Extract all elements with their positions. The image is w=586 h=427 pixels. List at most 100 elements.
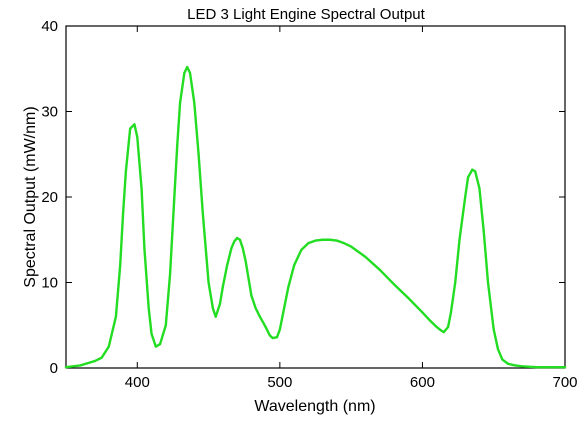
data-point: [140, 187, 143, 190]
data-point: [321, 238, 324, 241]
data-point: [364, 255, 367, 258]
data-point: [478, 187, 481, 190]
data-point: [435, 325, 438, 329]
x-tick-label-400: 400: [125, 374, 150, 391]
data-point: [254, 307, 257, 310]
data-point: [173, 195, 176, 199]
data-point: [471, 168, 474, 171]
data-point: [143, 247, 146, 250]
data-point: [250, 294, 253, 297]
data-point: [230, 247, 233, 250]
y-tick-label-40: 40: [41, 18, 58, 35]
data-point: [244, 260, 247, 263]
data-point: [147, 307, 150, 310]
data-point: [521, 365, 524, 368]
data-point: [114, 315, 117, 318]
data-point: [486, 281, 490, 284]
data-point: [278, 328, 281, 331]
data-point: [264, 325, 267, 329]
data-point: [164, 324, 167, 327]
data-point: [350, 245, 353, 248]
x-axis-title: Wavelength (nm): [254, 398, 375, 415]
data-point: [307, 242, 310, 245]
data-point: [211, 307, 214, 310]
data-point: [407, 296, 410, 299]
data-point: [328, 238, 331, 241]
x-tick-label-500: 500: [267, 374, 292, 391]
data-point: [466, 176, 470, 179]
data-point: [535, 366, 538, 369]
data-point: [474, 170, 477, 173]
data-point: [133, 123, 136, 126]
data-point: [293, 264, 296, 267]
data-point: [64, 366, 68, 369]
data-point: [482, 230, 485, 233]
data-point: [79, 364, 82, 367]
data-point: [549, 366, 552, 369]
data-point: [357, 250, 360, 253]
data-point: [226, 264, 229, 267]
data-point: [176, 144, 179, 147]
data-point: [193, 101, 196, 105]
data-point: [300, 248, 303, 252]
data-point: [100, 356, 103, 359]
chart-title: LED 3 Light Engine Spectral Output: [187, 6, 425, 23]
data-point: [214, 315, 217, 318]
data-point: [492, 328, 495, 331]
data-point: [159, 342, 162, 346]
data-point: [563, 366, 567, 369]
data-point: [454, 281, 457, 284]
data-point: [129, 127, 132, 130]
data-point: [235, 236, 239, 240]
data-point: [178, 101, 182, 105]
data-point: [197, 153, 200, 156]
data-point: [392, 283, 396, 286]
data-point: [136, 136, 139, 139]
data-point: [283, 307, 286, 310]
series-points-0: [64, 65, 567, 369]
data-point: [342, 242, 346, 245]
data-point: [421, 311, 424, 314]
x-tick-label-700: 700: [552, 374, 577, 391]
data-point: [241, 247, 244, 250]
data-point: [124, 170, 127, 173]
data-point: [446, 325, 450, 329]
data-point: [154, 345, 157, 348]
data-point: [271, 336, 274, 340]
data-point: [287, 285, 290, 288]
series-layer: [64, 65, 567, 369]
data-point: [275, 336, 279, 339]
y-tick-label-30: 30: [41, 104, 58, 121]
data-point: [378, 268, 381, 271]
data-point: [247, 277, 250, 280]
data-point: [107, 345, 110, 348]
data-point: [168, 272, 172, 276]
data-point: [207, 281, 210, 284]
data-point: [188, 71, 192, 75]
data-point: [233, 240, 236, 243]
data-point: [449, 311, 453, 314]
series-line-0: [64, 65, 567, 369]
data-point: [238, 238, 242, 241]
data-point: [183, 71, 186, 75]
data-point: [268, 334, 271, 337]
data-point: [150, 332, 153, 335]
data-point: [439, 329, 443, 332]
data-point: [186, 65, 189, 69]
data-point: [258, 315, 261, 318]
tick-labels: 400 500 600 700 0 10 20 30 40: [41, 18, 577, 391]
data-point: [428, 319, 431, 322]
data-point: [201, 213, 204, 216]
y-tick-label-0: 0: [50, 360, 58, 377]
data-point: [506, 362, 510, 365]
data-point: [496, 348, 500, 351]
x-tick-label-600: 600: [410, 374, 435, 391]
y-tick-label-20: 20: [41, 189, 58, 206]
data-point: [119, 264, 122, 267]
data-point: [501, 358, 504, 361]
data-point: [93, 360, 96, 363]
data-point: [121, 213, 125, 216]
data-point: [442, 330, 445, 334]
